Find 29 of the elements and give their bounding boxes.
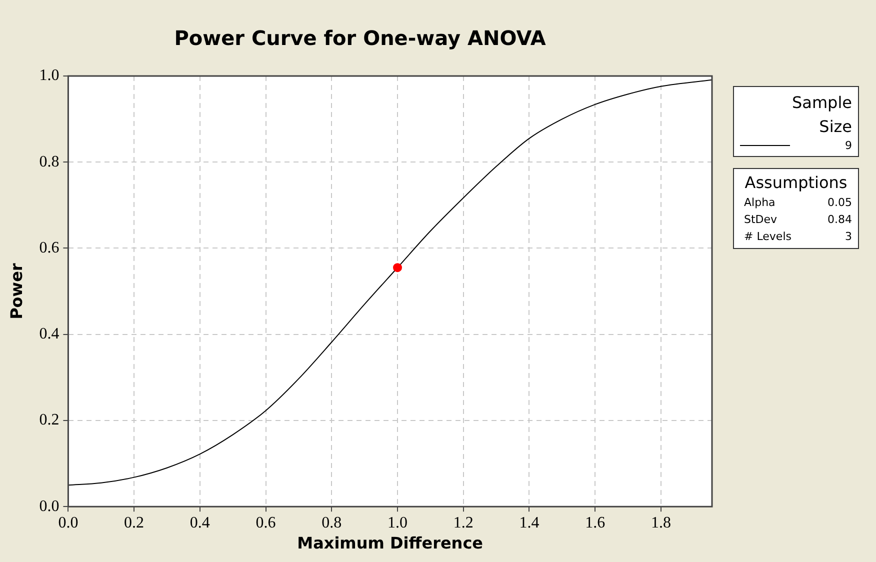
text: 9: [845, 139, 852, 152]
x-tick-label: 0.0: [58, 514, 78, 532]
x-tick-label: 1.4: [519, 514, 540, 532]
x-tick-label: 1.8: [650, 514, 671, 532]
y-axis-title: Power: [6, 263, 26, 320]
text: 0.05: [828, 195, 852, 211]
text: 0.84: [828, 212, 852, 228]
x-tick-label: 1.0: [388, 514, 408, 532]
x-tick-label: 1.6: [585, 514, 606, 532]
legend-title: Sample Size: [791, 92, 852, 138]
y-tick-label: 0.0: [39, 498, 60, 515]
x-axis-title: Maximum Difference: [297, 534, 484, 553]
x-tick-label: 0.6: [256, 514, 276, 532]
x-tick-label: 1.2: [453, 514, 474, 532]
chart-title: Power Curve for One-way ANOVA: [174, 26, 546, 50]
text: 3: [844, 229, 852, 245]
text: Assumptions: [744, 172, 848, 194]
y-tick-label: 0.6: [39, 239, 60, 256]
y-tick-label: 0.8: [39, 153, 60, 170]
line-series: [68, 79, 712, 486]
y-tick-label: 0.4: [39, 326, 60, 343]
x-tick-label: 0.8: [322, 514, 342, 532]
y-tick-label: 1.0: [39, 67, 60, 84]
x-tick-label: 0.2: [124, 514, 144, 532]
y-tick-label: 0.2: [39, 412, 60, 429]
x-tick-label: 0.4: [190, 514, 210, 532]
text: # Levels: [744, 229, 792, 245]
text: Alpha: [744, 195, 776, 211]
text: StDev: [744, 212, 778, 228]
